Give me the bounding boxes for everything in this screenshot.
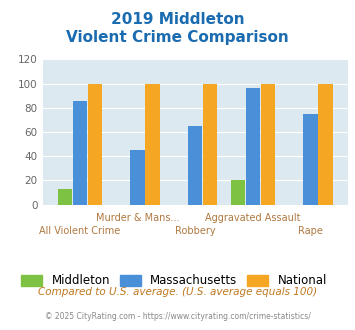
Legend: Middleton, Massachusetts, National: Middleton, Massachusetts, National (21, 274, 327, 287)
Bar (188, 126, 202, 205)
Bar (231, 181, 245, 205)
Bar (88, 83, 102, 205)
Text: All Violent Crime: All Violent Crime (39, 226, 121, 236)
Bar (203, 83, 217, 205)
Bar (261, 83, 275, 205)
Bar (58, 189, 72, 205)
Text: Compared to U.S. average. (U.S. average equals 100): Compared to U.S. average. (U.S. average … (38, 287, 317, 297)
Text: Violent Crime Comparison: Violent Crime Comparison (66, 30, 289, 45)
Text: Murder & Mans...: Murder & Mans... (96, 213, 179, 223)
Bar (246, 88, 260, 205)
Bar (130, 150, 145, 205)
Text: Rape: Rape (298, 226, 323, 236)
Bar (146, 83, 160, 205)
Text: © 2025 CityRating.com - https://www.cityrating.com/crime-statistics/: © 2025 CityRating.com - https://www.city… (45, 312, 310, 321)
Text: Aggravated Assault: Aggravated Assault (205, 213, 301, 223)
Bar (318, 83, 333, 205)
Text: Robbery: Robbery (175, 226, 215, 236)
Bar (303, 114, 318, 205)
Text: 2019 Middleton: 2019 Middleton (111, 12, 244, 26)
Bar (73, 101, 87, 205)
